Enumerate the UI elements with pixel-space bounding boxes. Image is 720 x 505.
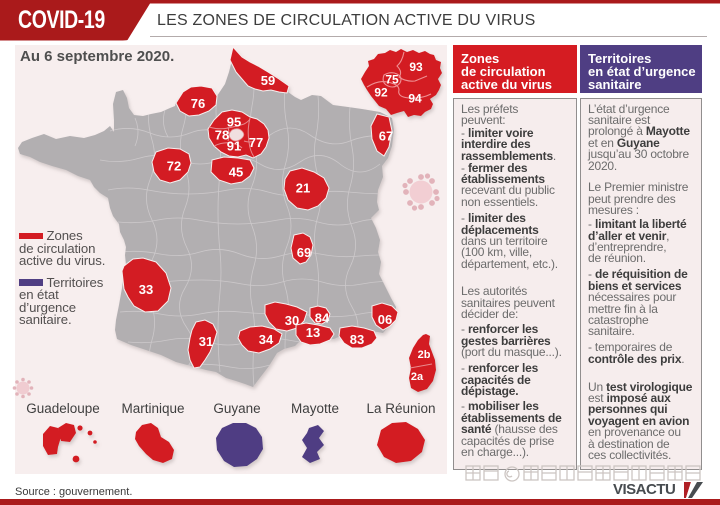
svg-text:91: 91 [227,139,241,154]
svg-text:45: 45 [229,165,243,180]
svg-text:77: 77 [249,135,263,150]
svg-text:33: 33 [139,282,153,297]
svg-text:Mayotte: Mayotte [291,401,339,416]
svg-text:2a: 2a [411,371,424,383]
svg-text:31: 31 [199,334,213,349]
svg-text:93: 93 [409,60,423,74]
svg-text:69: 69 [297,245,311,260]
svg-text:83: 83 [350,332,364,347]
svg-text:75: 75 [385,73,399,87]
svg-text:2b: 2b [418,349,431,361]
svg-text:06: 06 [378,312,392,327]
svg-text:67: 67 [379,129,393,144]
svg-text:13: 13 [306,325,320,340]
svg-text:La Réunion: La Réunion [366,401,435,416]
svg-text:Guadeloupe: Guadeloupe [26,401,100,416]
svg-text:30: 30 [285,313,299,328]
svg-text:94: 94 [408,92,422,106]
svg-text:84: 84 [315,311,330,326]
svg-text:59: 59 [261,73,275,88]
svg-text:78: 78 [215,128,229,143]
svg-text:95: 95 [227,115,241,130]
svg-text:Martinique: Martinique [121,401,184,416]
svg-text:34: 34 [259,332,274,347]
svg-text:92: 92 [374,86,388,100]
svg-text:Guyane: Guyane [213,401,260,416]
svg-text:72: 72 [167,159,181,174]
svg-text:76: 76 [191,96,205,111]
svg-text:21: 21 [296,181,310,196]
